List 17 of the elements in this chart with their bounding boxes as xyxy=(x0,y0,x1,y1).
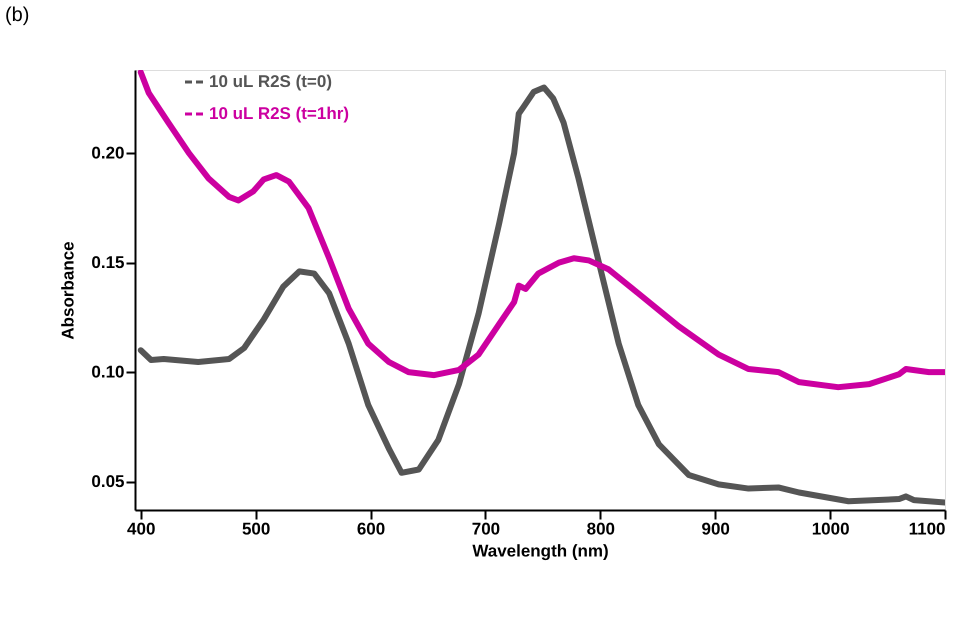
legend-label: 10 uL R2S (t=1hr) xyxy=(209,104,349,123)
x-tick-label: 500 xyxy=(242,520,270,538)
legend-label: 10 uL R2S (t=0) xyxy=(209,72,332,91)
x-axis-title: Wavelength (nm) xyxy=(472,542,609,560)
x-tick-label: 600 xyxy=(356,520,386,538)
y-tick-label: 0.10 xyxy=(91,362,124,382)
x-tick-label: 800 xyxy=(586,520,616,538)
y-tick-label: 0.20 xyxy=(91,144,124,163)
x-tick-label: 1000 xyxy=(812,520,850,538)
y-tick-label: 0.15 xyxy=(91,253,124,272)
x-tick-label: 400 xyxy=(127,520,156,538)
x-tick-label: 1100 xyxy=(908,520,946,538)
y-axis-title: Absorbance xyxy=(58,241,78,340)
text: (b) xyxy=(5,4,30,26)
y-tick-label: 0.05 xyxy=(91,472,124,492)
x-tick-label: 700 xyxy=(472,520,500,538)
x-tick-label: 900 xyxy=(702,520,730,538)
